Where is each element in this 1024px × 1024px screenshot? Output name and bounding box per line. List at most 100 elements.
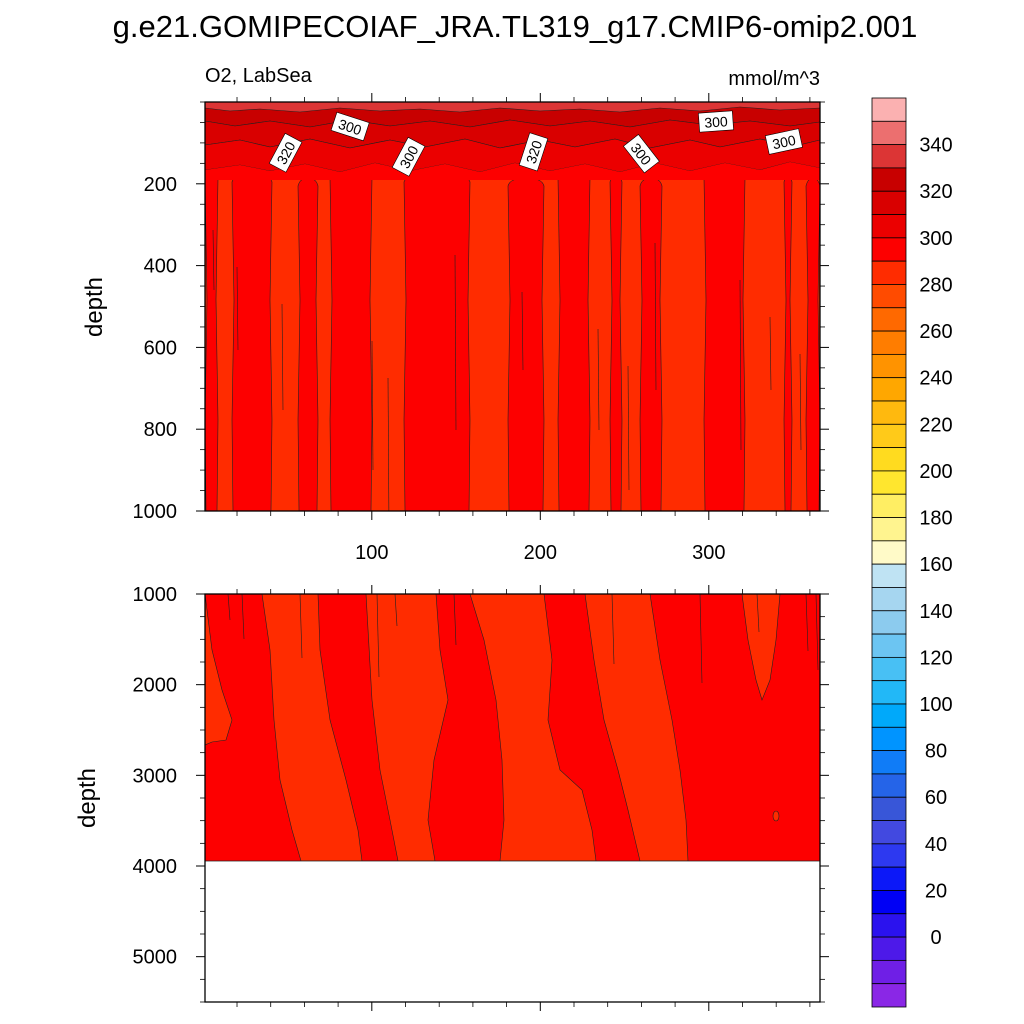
upper-column-0	[205, 169, 219, 511]
colorbar-box-3	[871, 167, 907, 192]
colorbar-tick-label: 160	[919, 554, 952, 576]
lower-y-tick-label: 3000	[133, 765, 178, 787]
lower-streak-6	[611, 594, 615, 665]
variable-label: O2, LabSea	[205, 65, 313, 87]
colorbar-box-1	[871, 120, 907, 146]
contour-label: 300	[330, 111, 370, 142]
upper-contour-lines	[212, 229, 802, 511]
colorbar-box-9	[871, 307, 907, 332]
lower-y-tick-label: 1000	[133, 584, 178, 606]
units-label: mmol/m^3	[728, 68, 820, 90]
upper-x-tick-label: 300	[692, 542, 725, 564]
colorbar-box-17	[871, 493, 907, 518]
contour-label-text: 300	[336, 116, 363, 139]
colorbar-box-18	[871, 517, 907, 542]
lower-y-axis-label: depth	[74, 768, 101, 828]
lower-contour-lines	[227, 594, 819, 822]
colorbar-tick-label: 200	[919, 461, 952, 483]
upper-y-tick-label: 1000	[133, 501, 178, 523]
colorbar-box-11	[871, 353, 907, 379]
contour-label-box	[518, 132, 549, 172]
colorbar-tick-label: 140	[919, 601, 952, 623]
upper-band-340	[205, 102, 820, 112]
lower-streak-2	[299, 594, 303, 659]
upper-streak-0	[212, 229, 215, 291]
upper-x-tick-label: 100	[355, 542, 388, 564]
colorbar-box-7	[871, 260, 907, 285]
colorbar-box-38	[871, 983, 907, 1008]
upper-streak-9	[654, 242, 657, 391]
upper-column-3	[329, 169, 373, 511]
colorbar-tick-label: 40	[925, 834, 947, 856]
colorbar-box-8	[871, 284, 907, 309]
colorbar-tick-label: 120	[919, 647, 952, 669]
colorbar	[871, 97, 907, 1008]
contour-label: 300	[698, 110, 734, 133]
upper-y-tick-label: 200	[144, 174, 177, 196]
colorbar-box-4	[871, 190, 907, 215]
colorbar-tick-label: 180	[919, 508, 952, 530]
upper-y-axis-label: depth	[81, 277, 108, 337]
contour-label-text: 300	[771, 132, 797, 153]
colorbar-labels: 3403203002802602402202001801601401201008…	[919, 135, 952, 949]
contour-label-box	[623, 134, 660, 174]
upper-streak-2	[281, 303, 284, 411]
colorbar-box-30	[871, 796, 907, 821]
colorbar-tick-label: 340	[919, 135, 952, 157]
colorbar-tick-label: 100	[919, 694, 952, 716]
upper-streak-6	[521, 291, 524, 371]
colorbar-tick-label: 240	[919, 368, 952, 390]
colorbar-box-28	[871, 750, 907, 775]
contour-label-text: 300	[704, 113, 729, 131]
colorbar-box-21	[871, 587, 907, 612]
colorbar-box-37	[871, 959, 907, 985]
upper-column-4	[403, 173, 471, 511]
contour-label: 320	[518, 132, 549, 172]
colorbar-tick-label: 320	[919, 181, 952, 203]
colorbar-box-13	[871, 400, 907, 425]
colorbar-box-27	[871, 726, 907, 752]
colorbar-box-22	[871, 610, 907, 635]
colorbar-box-36	[871, 936, 907, 961]
colorbar-box-6	[871, 237, 907, 262]
contour-label-box	[764, 128, 803, 155]
colorbar-box-25	[871, 680, 907, 705]
upper-high-o2-columns	[205, 169, 820, 511]
upper-streak-1	[236, 266, 239, 351]
colorbar-box-32	[871, 843, 907, 868]
contour-label-text: 320	[523, 138, 546, 165]
upper-column-5	[507, 177, 545, 511]
upper-column-6	[557, 169, 591, 511]
lower-streak-0	[227, 594, 231, 621]
colorbar-box-0	[871, 97, 907, 122]
upper-y-tick-label: 600	[144, 337, 177, 359]
upper-column-8	[639, 177, 663, 511]
colorbar-box-31	[871, 820, 907, 845]
colorbar-box-10	[871, 330, 907, 355]
upper-y-tick-label: 800	[144, 419, 177, 441]
colorbar-tick-label: 60	[925, 787, 947, 809]
lower-streak-9	[805, 594, 809, 652]
colorbar-box-14	[871, 423, 907, 449]
colorbar-box-26	[871, 703, 907, 728]
upper-streak-5	[454, 254, 457, 431]
colorbar-box-34	[871, 890, 907, 915]
lower-streak-5	[453, 594, 457, 646]
colorbar-tick-label: 280	[919, 274, 952, 296]
lower-empty-region	[205, 861, 820, 1002]
upper-streak-11	[769, 316, 772, 391]
contour-label-box	[698, 110, 734, 133]
colorbar-box-20	[871, 563, 907, 588]
colorbar-tick-label: 0	[930, 927, 941, 949]
colorbar-box-29	[871, 773, 907, 798]
lower-streak-1	[241, 594, 245, 640]
lower-streak-4	[394, 594, 398, 627]
contour-label-box	[391, 136, 426, 177]
colorbar-tick-label: 300	[919, 228, 952, 250]
lower-tongue-2	[469, 594, 597, 862]
lower-y-tick-label: 2000	[133, 675, 178, 697]
lower-streak-8	[756, 594, 760, 633]
